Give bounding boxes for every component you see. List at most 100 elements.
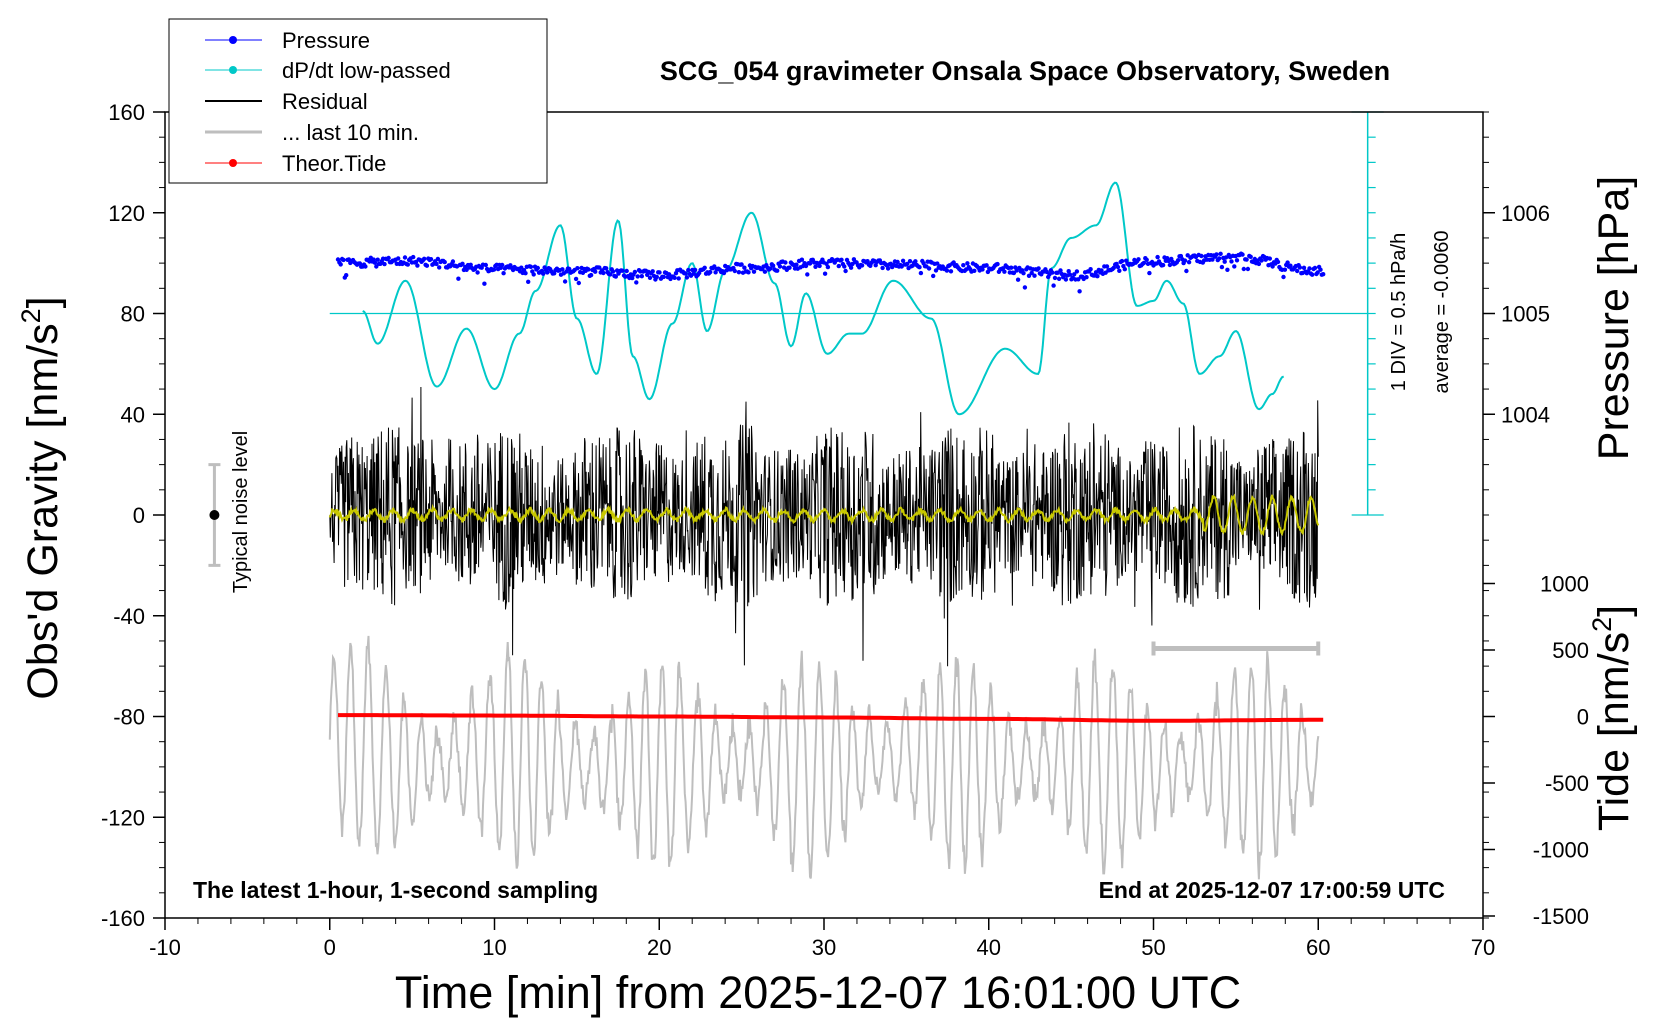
x-tick-label: 50 <box>1141 935 1165 960</box>
pressure-point <box>1072 272 1077 277</box>
pressure-point <box>531 272 536 277</box>
x-tick-label: 60 <box>1306 935 1330 960</box>
pressure-point <box>1270 264 1275 269</box>
legend-marker-pressure <box>229 36 237 44</box>
legend-entry-last10: ... last 10 min. <box>205 120 419 145</box>
pressure-point <box>1256 261 1262 267</box>
legend-label-dpdt: dP/dt low-passed <box>282 58 451 83</box>
pressure-point <box>545 270 550 275</box>
scale-average-label: average = -0.0060 <box>1431 231 1453 394</box>
legend-entry-tide: Theor.Tide <box>205 151 386 176</box>
pressure-point <box>632 269 638 275</box>
legend-entry-residual: Residual <box>205 89 368 114</box>
tide-tick-label: 1000 <box>1540 572 1589 597</box>
pressure-point <box>1259 258 1264 263</box>
pressure-point <box>1063 277 1069 282</box>
pressure-point <box>541 271 546 276</box>
pressure-point <box>732 268 737 274</box>
pressure-point <box>1160 262 1166 268</box>
pressure-point <box>604 266 609 271</box>
pressure-point <box>372 260 378 265</box>
pressure-point <box>661 274 666 280</box>
pressure-point <box>501 271 506 276</box>
pressure-point <box>411 254 416 260</box>
pressure-point <box>1104 264 1110 269</box>
pressure-point <box>1147 270 1152 276</box>
pressure-point <box>523 271 528 276</box>
pressure-point <box>807 261 813 266</box>
pressure-point <box>1217 256 1222 261</box>
tide-tick-label: -1000 <box>1533 838 1589 863</box>
pressure-point <box>613 274 618 279</box>
pressure-point <box>620 268 625 273</box>
pressure-tick-label: 1004 <box>1501 402 1550 427</box>
pressure-point <box>995 261 1000 267</box>
x-tick-label: 0 <box>324 935 336 960</box>
y-axis-label-left-sup: 2 <box>16 308 46 323</box>
tide-tick-label: 500 <box>1552 638 1589 663</box>
pressure-point <box>424 263 430 268</box>
pressure-point <box>742 265 747 270</box>
pressure-point <box>813 264 818 269</box>
pressure-point <box>1245 266 1251 272</box>
legend-label-residual: Residual <box>282 89 368 114</box>
pressure-point <box>836 263 841 269</box>
pressure-point <box>535 265 540 271</box>
pressure-point <box>434 261 439 267</box>
pressure-point <box>900 258 906 263</box>
pressure-point <box>573 276 579 282</box>
pressure-point <box>1184 268 1189 274</box>
pressure-point <box>526 279 531 284</box>
pressure-point <box>775 268 780 273</box>
pressure-point <box>456 276 461 281</box>
tide-tick-label: -500 <box>1545 771 1589 796</box>
pressure-point <box>1032 273 1037 278</box>
pressure-point <box>721 270 727 276</box>
y-tick-label: -40 <box>113 604 145 629</box>
pressure-point <box>639 274 644 279</box>
pressure-point <box>1167 262 1173 268</box>
pressure-point <box>712 264 717 269</box>
pressure-point <box>905 261 910 267</box>
pressure-point <box>1026 273 1032 278</box>
pressure-point <box>935 261 940 266</box>
pressure-point <box>799 257 805 262</box>
pressure-point <box>635 274 640 279</box>
pressure-point <box>777 264 783 269</box>
pressure-point <box>803 263 809 269</box>
pressure-point <box>708 269 713 275</box>
pressure-point <box>907 259 913 264</box>
pressure-point <box>435 256 441 262</box>
y-tick-label: 40 <box>121 402 145 427</box>
pressure-point <box>961 263 966 268</box>
y-axis-label-left-tail: ] <box>19 296 67 308</box>
pressure-point <box>1321 272 1326 277</box>
pressure-point <box>1074 269 1080 274</box>
pressure-point <box>338 262 343 267</box>
pressure-point <box>1119 258 1125 264</box>
pressure-tick-label: 1005 <box>1501 302 1550 327</box>
pressure-point <box>1186 260 1192 265</box>
pressure-point <box>1022 285 1028 290</box>
pressure-point <box>374 264 379 269</box>
pressure-point <box>817 263 822 269</box>
pressure-point <box>422 256 427 261</box>
legend-label-tide: Theor.Tide <box>282 151 386 176</box>
pressure-point <box>500 262 505 268</box>
pressure-point <box>1095 274 1100 279</box>
x-tick-label: 10 <box>482 935 506 960</box>
pressure-point <box>1084 275 1089 280</box>
pressure-point <box>746 270 751 275</box>
pressure-point <box>885 266 891 271</box>
pressure-point <box>873 263 878 268</box>
y-axis-label-tide-main: Tide [nm/s <box>1590 632 1638 831</box>
pressure-point <box>948 269 954 274</box>
pressure-point <box>1051 283 1056 288</box>
pressure-point <box>1122 267 1128 272</box>
y-axis-label-left: Obs'd Gravity [nm/s2] <box>16 296 67 699</box>
pressure-point <box>460 261 465 266</box>
series-residual-line <box>329 386 1319 667</box>
pressure-point <box>843 268 848 274</box>
pressure-point <box>1234 258 1240 263</box>
pressure-point <box>576 280 581 286</box>
